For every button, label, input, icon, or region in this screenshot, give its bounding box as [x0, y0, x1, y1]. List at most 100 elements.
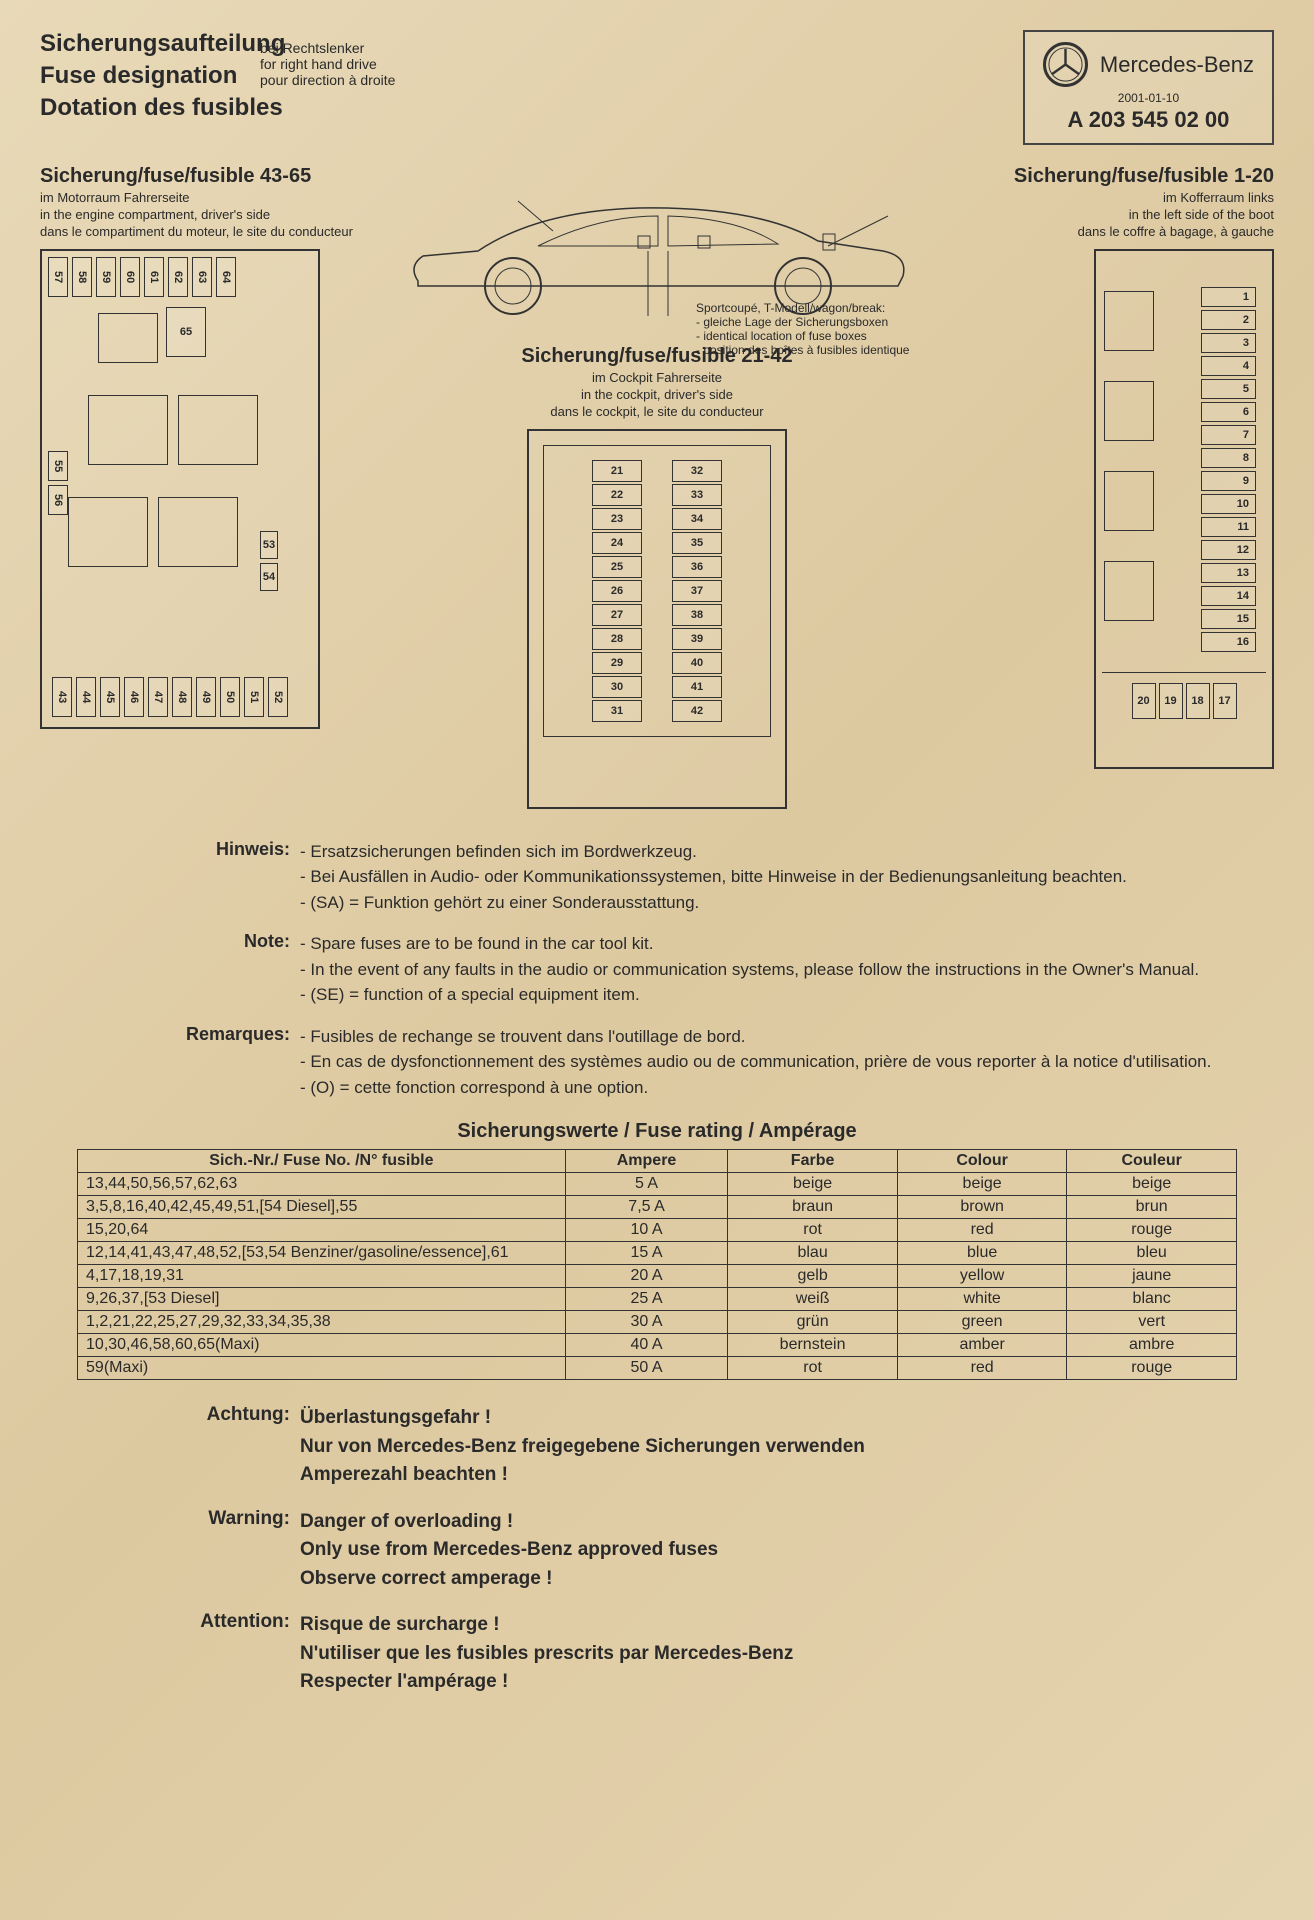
car-sketch: Sportcoupé, T-Modell/wagon/break: - glei…: [377, 165, 937, 335]
fuse-13: 13: [1201, 563, 1256, 583]
note-label-de: Hinweis:: [140, 839, 300, 916]
diagram-area: Sicherung/fuse/fusible 43-65 im Motorrau…: [40, 165, 1274, 809]
table-row: 13,44,50,56,57,62,635 Abeigebeigebeige: [78, 1173, 1237, 1196]
fuse-11: 11: [1201, 517, 1256, 537]
fuse-44: 44: [76, 677, 96, 717]
fuse-55: 55: [48, 451, 68, 481]
fuse-36: 36: [672, 556, 722, 578]
fuse-18: 18: [1186, 683, 1210, 719]
fuse-49: 49: [196, 677, 216, 717]
rating-header: Farbe: [728, 1150, 898, 1173]
fuse-35: 35: [672, 532, 722, 554]
note-body-de: Ersatzsicherungen befinden sich im Bordw…: [300, 839, 1214, 916]
brand-date: 2001-01-10: [1043, 91, 1254, 105]
fuse-38: 38: [672, 604, 722, 626]
rating-header: Sich.-Nr./ Fuse No. /N° fusible: [78, 1150, 566, 1173]
box-43-65-loc: im Motorraum Fahrerseite in the engine c…: [40, 190, 357, 241]
note-body-fr: Fusibles de rechange se trouvent dans l'…: [300, 1024, 1214, 1101]
rhd-fr: pour direction à droite: [260, 72, 395, 88]
fuse-48: 48: [172, 677, 192, 717]
fuse-25: 25: [592, 556, 642, 578]
fuse-26: 26: [592, 580, 642, 602]
fuse-2: 2: [1201, 310, 1256, 330]
table-row: 9,26,37,[53 Diesel]25 Aweißwhiteblanc: [78, 1288, 1237, 1311]
fuse-63: 63: [192, 257, 212, 297]
fuse-31: 31: [592, 700, 642, 722]
fuse-9: 9: [1201, 471, 1256, 491]
fuse-6: 6: [1201, 402, 1256, 422]
warn-label-fr: Attention:: [140, 1611, 300, 1697]
brand-part: A 203 545 02 00: [1043, 107, 1254, 133]
mercedes-logo-icon: [1043, 42, 1088, 87]
table-row: 1,2,21,22,25,27,29,32,33,34,35,3830 Agrü…: [78, 1311, 1237, 1334]
fuse-29: 29: [592, 652, 642, 674]
fuse-4: 4: [1201, 356, 1256, 376]
fuse-3: 3: [1201, 333, 1256, 353]
table-row: 4,17,18,19,3120 Agelbyellowjaune: [78, 1265, 1237, 1288]
fuse-54: 54: [260, 563, 278, 591]
fuse-27: 27: [592, 604, 642, 626]
fuse-23: 23: [592, 508, 642, 530]
fuse-30: 30: [592, 676, 642, 698]
fusebox-43-65: 5758596061626364 65 5556 5354 4344454647…: [40, 249, 320, 729]
fuse-58: 58: [72, 257, 92, 297]
fuse-46: 46: [124, 677, 144, 717]
fusebox-1-20: 12345678910111213141516 20191817: [1094, 249, 1274, 769]
fuse-19: 19: [1159, 683, 1183, 719]
fuse-8: 8: [1201, 448, 1256, 468]
fuse-61: 61: [144, 257, 164, 297]
fuse-37: 37: [672, 580, 722, 602]
note-label-fr: Remarques:: [140, 1024, 300, 1101]
fuse-41: 41: [672, 676, 722, 698]
table-row: 10,30,46,58,60,65(Maxi)40 Abernsteinambe…: [78, 1334, 1237, 1357]
rhd-note: bei Rechtslenker for right hand drive po…: [260, 40, 395, 88]
car-note: Sportcoupé, T-Modell/wagon/break: - glei…: [696, 301, 956, 357]
rhd-de: bei Rechtslenker: [260, 40, 395, 56]
fuse-60: 60: [120, 257, 140, 297]
warn-body-en: Danger of overloading ! Only use from Me…: [300, 1508, 1214, 1594]
table-row: 15,20,6410 Arotredrouge: [78, 1219, 1237, 1242]
rating-header: Ampere: [565, 1150, 728, 1173]
fuse-51: 51: [244, 677, 264, 717]
brand-name: Mercedes-Benz: [1100, 52, 1254, 78]
note-label-en: Note:: [140, 931, 300, 1008]
warn-section: Achtung: Überlastungsgefahr ! Nur von Me…: [140, 1404, 1214, 1697]
fuse-card-document: Sicherungsaufteilung Fuse designation Do…: [0, 0, 1314, 1920]
rhd-en: for right hand drive: [260, 56, 395, 72]
fuse-17: 17: [1213, 683, 1237, 719]
fuse-32: 32: [672, 460, 722, 482]
fuse-5: 5: [1201, 379, 1256, 399]
table-row: 59(Maxi)50 Arotredrouge: [78, 1357, 1237, 1380]
fusebox-21-42: 2132223323342435253626372738283929403041…: [527, 429, 787, 809]
fuse-33: 33: [672, 484, 722, 506]
fuse-56: 56: [48, 485, 68, 515]
rating-table: Sich.-Nr./ Fuse No. /N° fusibleAmpereFar…: [77, 1149, 1237, 1380]
fuse-62: 62: [168, 257, 188, 297]
title-de: Sicherungsaufteilung: [40, 30, 285, 58]
fuse-57: 57: [48, 257, 68, 297]
fuse-22: 22: [592, 484, 642, 506]
warn-body-fr: Risque de surcharge ! N'utiliser que les…: [300, 1611, 1214, 1697]
box-43-65-title: Sicherung/fuse/fusible 43-65: [40, 165, 357, 188]
table-row: 3,5,8,16,40,42,45,49,51,[54 Diesel],557,…: [78, 1196, 1237, 1219]
title-fr: Dotation des fusibles: [40, 94, 285, 122]
fuse-7: 7: [1201, 425, 1256, 445]
title-block: Sicherungsaufteilung Fuse designation Do…: [40, 30, 285, 126]
fuse-14: 14: [1201, 586, 1256, 606]
table-row: 12,14,41,43,47,48,52,[53,54 Benziner/gas…: [78, 1242, 1237, 1265]
box-1-20-title: Sicherung/fuse/fusible 1-20: [957, 165, 1274, 188]
fuse-64: 64: [216, 257, 236, 297]
fuse-59: 59: [96, 257, 116, 297]
fuse-1: 1: [1201, 287, 1256, 307]
fuse-16: 16: [1201, 632, 1256, 652]
fuse-24: 24: [592, 532, 642, 554]
rating-header: Couleur: [1067, 1150, 1237, 1173]
notes-section: Hinweis: Ersatzsicherungen befinden sich…: [140, 839, 1214, 1101]
fuse-52: 52: [268, 677, 288, 717]
fuse-21: 21: [592, 460, 642, 482]
fuse-28: 28: [592, 628, 642, 650]
box-1-20-loc: im Kofferraum links in the left side of …: [957, 190, 1274, 241]
rating-header: Colour: [897, 1150, 1067, 1173]
brand-box: Mercedes-Benz 2001-01-10 A 203 545 02 00: [1023, 30, 1274, 145]
title-en: Fuse designation: [40, 62, 285, 90]
